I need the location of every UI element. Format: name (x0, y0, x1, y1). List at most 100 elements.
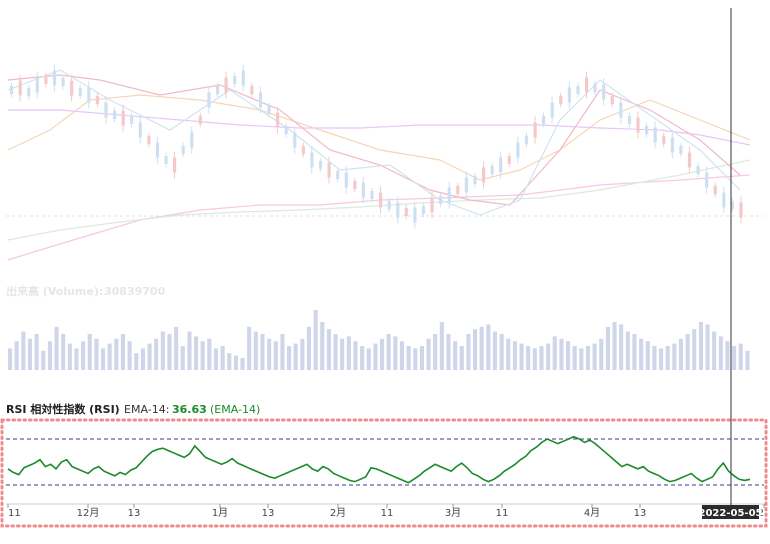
volume-bar (705, 324, 710, 370)
volume-bar (87, 334, 92, 370)
candle-body (687, 152, 692, 168)
rsi-panel[interactable] (0, 418, 768, 528)
candle-body (593, 84, 597, 92)
volume-bar (373, 343, 378, 370)
volume-bar (114, 338, 119, 370)
volume-bar (120, 334, 125, 370)
candle-body (653, 127, 657, 143)
volume-bar (585, 346, 590, 370)
volume-bar (227, 353, 232, 370)
candle-body (550, 102, 554, 118)
candle-body (233, 76, 237, 84)
volume-bar (333, 334, 338, 370)
volume-bar (47, 341, 52, 370)
volume-bar (572, 346, 577, 370)
volume-bar (353, 341, 358, 370)
time-tick-label: 2月 (330, 507, 346, 519)
time-tick-label: 12月 (77, 507, 100, 519)
volume-bar (293, 343, 298, 370)
candle-body (301, 146, 305, 154)
candle-body (293, 132, 297, 148)
time-tick-label: 1月 (212, 507, 228, 519)
candle-body (662, 136, 666, 144)
volume-bar (419, 346, 424, 370)
candle-body (421, 206, 426, 214)
time-tick-label: 2 (758, 508, 764, 519)
candle-body (318, 161, 323, 169)
volume-bar (532, 348, 537, 370)
candle-body (310, 152, 314, 168)
candle-body (602, 84, 606, 100)
volume-panel[interactable] (8, 310, 750, 370)
volume-bar (207, 338, 212, 370)
volume-bar (552, 336, 557, 370)
volume-bar (599, 338, 604, 370)
volume-bar (213, 348, 218, 370)
volume-bar (200, 341, 205, 370)
volume-bar (180, 346, 185, 370)
volume-bar (399, 341, 404, 370)
volume-bar (592, 343, 597, 370)
candle-body (130, 116, 134, 124)
candle-body (78, 88, 82, 96)
volume-bar (187, 331, 192, 370)
volume-bar (247, 326, 252, 370)
candle-body (447, 187, 451, 203)
volume-bar (738, 343, 743, 370)
candle-body (396, 202, 400, 218)
candle-body (533, 122, 537, 138)
candle-body (542, 116, 546, 124)
price-overlay-line (7, 74, 741, 206)
volume-bar (659, 348, 664, 370)
candle-body (155, 142, 160, 158)
candle-body (173, 157, 177, 173)
candle-body (739, 202, 743, 218)
volume-bar (54, 326, 59, 370)
volume-bar (101, 348, 106, 370)
candle-body (18, 80, 22, 96)
candle-body (524, 136, 529, 144)
rsi-header: RSI 相対性指数 (RSI) EMA-14: 36.63 (EMA-14) (6, 402, 260, 416)
candle-body (499, 157, 503, 173)
price-overlay-line (7, 94, 751, 181)
volume-bar (300, 338, 305, 370)
volume-bar (27, 338, 32, 370)
crosshair-date-box (702, 505, 759, 519)
candle-body (559, 96, 563, 104)
candle-body (439, 196, 443, 204)
volume-bar (67, 343, 72, 370)
volume-bar (559, 338, 564, 370)
volume-bar (512, 341, 517, 370)
candle-body (147, 136, 151, 144)
volume-bar (41, 350, 46, 370)
candle-body (610, 96, 614, 104)
price-panel[interactable] (4, 6, 766, 278)
volume-bar (492, 331, 497, 370)
volume-bar (426, 338, 431, 370)
price-overlay-line (7, 159, 751, 241)
volume-bar (519, 343, 524, 370)
volume-bar (273, 341, 278, 370)
candle-body (679, 146, 683, 154)
volume-bar (665, 346, 670, 370)
candle-body (164, 156, 168, 164)
candle-body (113, 111, 117, 119)
volume-bar (672, 343, 677, 370)
volume-bar (486, 324, 491, 370)
volume-bar (605, 326, 610, 370)
volume-bar (453, 341, 458, 370)
volume-bar (692, 329, 697, 370)
volume-bar (645, 341, 650, 370)
candle-body (181, 146, 185, 154)
volume-bar (725, 341, 730, 370)
candle-body (636, 117, 640, 133)
price-overlay-line (7, 174, 751, 261)
candle-body (52, 70, 57, 86)
candle-body (576, 86, 580, 94)
volume-bar (745, 350, 750, 370)
candle-body (250, 86, 254, 94)
candle-body (198, 116, 202, 124)
candle-body (619, 102, 623, 118)
